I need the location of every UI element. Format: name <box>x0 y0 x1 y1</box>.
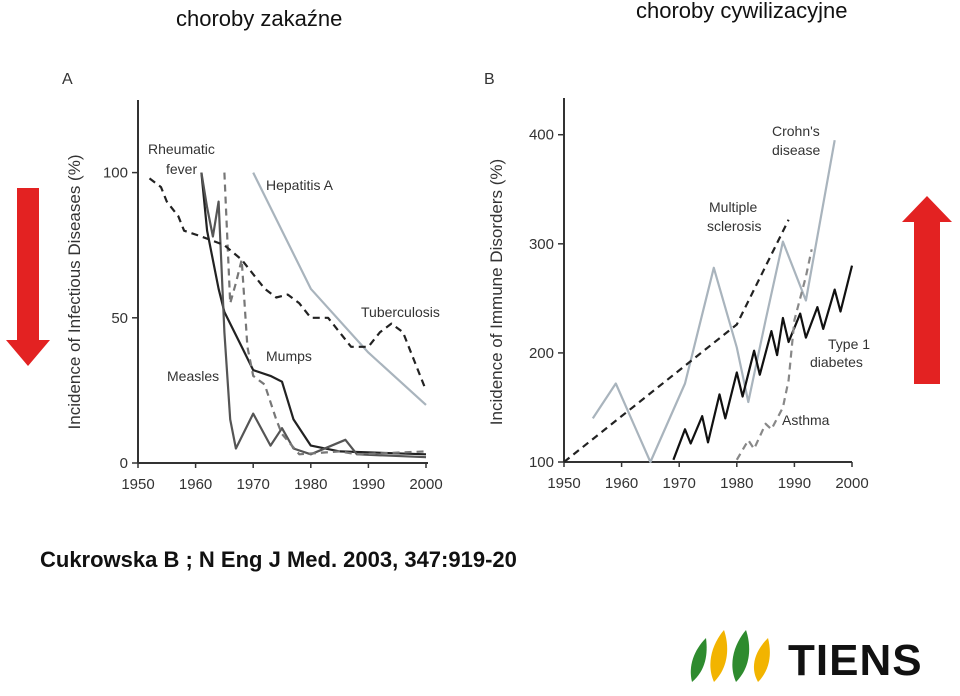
label-tuberculosis: Tuberculosis <box>361 304 440 320</box>
a-series-mumps <box>223 172 427 456</box>
label-rheumatic-fever-1: Rheumatic <box>148 141 215 157</box>
a-ytick-label: 0 <box>120 455 128 472</box>
a-series-rheumatic-fever <box>200 172 427 456</box>
b-ytick-label: 400 <box>529 127 554 144</box>
b-xtick-label: 2000 <box>835 475 868 492</box>
a-xtick-label: 1980 <box>294 476 327 493</box>
b-xtick-label: 1990 <box>778 475 811 492</box>
logo-wordmark: TIENS <box>788 636 923 685</box>
immune-disorders-chart: B Incidence of Immune Disorders (%) 1950… <box>484 71 870 492</box>
infectious-diseases-chart: A Incidence of Infectious Diseases (%) 1… <box>62 71 443 493</box>
b-ytick-label: 100 <box>529 454 554 471</box>
tiens-logo <box>690 630 770 682</box>
label-ms-1: Multiple <box>709 199 757 215</box>
down-arrow-icon <box>6 188 50 366</box>
label-crohns-2: disease <box>772 142 820 158</box>
right-header-title: choroby cywilizacyjne <box>636 0 848 23</box>
a-ytick-label: 100 <box>103 165 128 182</box>
b-xtick-label: 1960 <box>605 475 638 492</box>
b-series-type-1-diabetes <box>672 265 854 461</box>
y-axis-label-a: Incidence of Infectious Diseases (%) <box>65 155 84 430</box>
a-series-hepatitis-a <box>252 172 427 406</box>
label-crohns-1: Crohn's <box>772 123 820 139</box>
leaf-icon <box>690 630 770 682</box>
b-xtick-label: 1950 <box>547 475 580 492</box>
b-ytick-label: 200 <box>529 345 554 362</box>
y-axis-label-b: Incidence of Immune Disorders (%) <box>487 159 506 425</box>
down-arrow-shape <box>6 188 50 366</box>
a-xtick-label: 1990 <box>352 476 385 493</box>
b-xtick-label: 1970 <box>663 475 696 492</box>
label-ms-2: sclerosis <box>707 218 761 234</box>
up-arrow-icon <box>902 196 952 384</box>
label-asthma: Asthma <box>782 412 830 428</box>
up-arrow-shape <box>902 196 952 384</box>
panel-a-label: A <box>62 71 73 88</box>
b-series-crohn-s-disease <box>591 140 836 464</box>
label-measles: Measles <box>167 368 219 384</box>
panel-b-label: B <box>484 71 495 88</box>
citation-text: Cukrowska B ; N Eng J Med. 2003, 347:919… <box>40 547 517 572</box>
a-xtick-label: 2000 <box>409 476 442 493</box>
label-rheumatic-fever-2: fever <box>166 161 197 177</box>
b-series-asthma <box>735 249 813 461</box>
a-ytick-label: 50 <box>111 310 128 327</box>
a-series-measles <box>200 172 427 459</box>
b-ytick-label: 300 <box>529 236 554 253</box>
left-header-title: choroby zakaźne <box>176 6 343 31</box>
b-xtick-label: 1980 <box>720 475 753 492</box>
b-series-multiple-sclerosis <box>563 219 790 463</box>
label-t1d-2: diabetes <box>810 354 863 370</box>
a-xtick-label: 1950 <box>121 476 154 493</box>
label-mumps: Mumps <box>266 348 312 364</box>
label-t1d-1: Type 1 <box>828 336 870 352</box>
label-hepatitis-a: Hepatitis A <box>266 177 334 193</box>
a-xtick-label: 1970 <box>237 476 270 493</box>
a-xtick-label: 1960 <box>179 476 212 493</box>
